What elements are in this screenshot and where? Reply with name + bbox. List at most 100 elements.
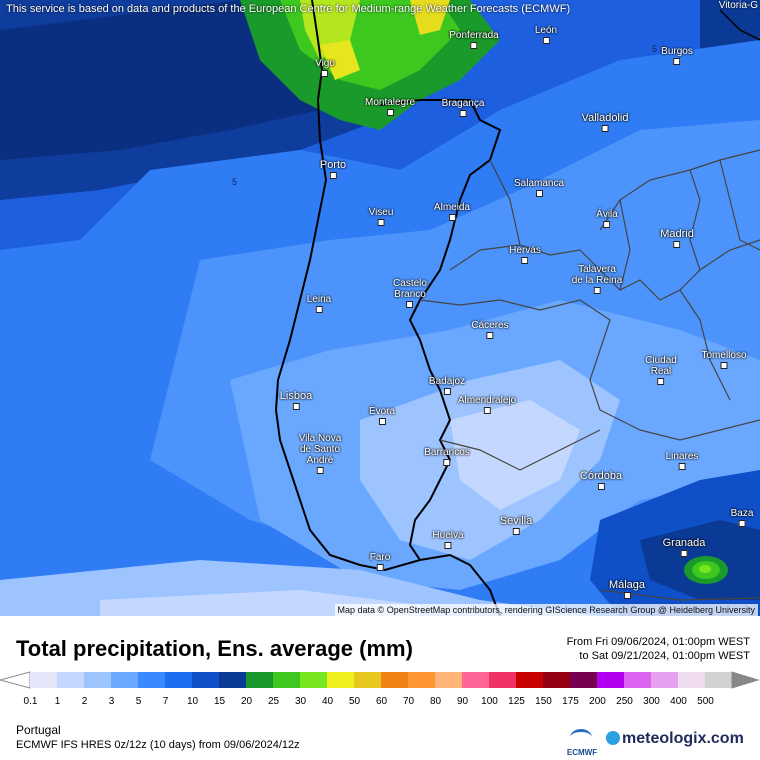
- city-marker-icon: [292, 403, 300, 410]
- legend-tick-label: 100: [481, 696, 498, 707]
- city-marker-icon: [593, 287, 601, 294]
- legend-swatch: [138, 672, 166, 688]
- precipitation-map[interactable]: This service is based on data and produc…: [0, 0, 760, 616]
- ecmwf-disclaimer: This service is based on data and produc…: [6, 3, 571, 15]
- legend-swatch: [597, 672, 625, 688]
- legend-tick-label: 10: [186, 696, 199, 707]
- city-name: Baza: [730, 508, 754, 519]
- legend-arrow-left: [0, 671, 31, 689]
- legend-swatch: [165, 672, 193, 688]
- city-marker-icon: [448, 214, 456, 221]
- ecmwf-logo-text: ECMWF: [566, 748, 598, 757]
- city-marker-icon: [603, 221, 611, 228]
- legend-tick-label: 40: [321, 696, 334, 707]
- city-label: Huelva: [432, 530, 464, 549]
- city-name: Castelo: [393, 278, 427, 289]
- city-name: Lisboa: [279, 390, 313, 402]
- meteologix-logo[interactable]: meteologix.com: [606, 730, 744, 748]
- legend-bar: [0, 671, 760, 689]
- legend-swatch: [435, 672, 463, 688]
- legend-tick-label: 15: [213, 696, 226, 707]
- city-name: Badajoz: [428, 376, 466, 387]
- city-marker-icon: [316, 467, 324, 474]
- legend-swatch: [678, 672, 706, 688]
- legend-tick-label: 7: [162, 696, 169, 707]
- date-range: From Fri 09/06/2024, 01:00pm WEST to Sat…: [567, 635, 750, 663]
- city-label: Viseu: [368, 207, 394, 226]
- legend-swatch: [57, 672, 85, 688]
- color-legend: [0, 670, 760, 690]
- city-name: Tomelloso: [701, 350, 747, 361]
- city-label: Burgos: [661, 46, 693, 65]
- city-label: Vila Nova de Santo André: [298, 433, 342, 474]
- city-name: Barrancos: [424, 447, 470, 458]
- legend-swatch: [462, 672, 490, 688]
- city-label-vitoria: Vitoria-G: [718, 0, 758, 11]
- city-marker-icon: [720, 362, 728, 369]
- legend-tick-label: 125: [508, 696, 525, 707]
- map-attribution[interactable]: Map data © OpenStreetMap contributors, r…: [334, 604, 758, 616]
- city-label: Valladolid: [581, 112, 629, 132]
- city-marker-icon: [680, 550, 688, 557]
- legend-swatch: [705, 672, 733, 688]
- legend-tick-label: 250: [616, 696, 633, 707]
- city-marker-icon: [377, 219, 385, 226]
- city-name: Hervás: [509, 245, 541, 256]
- city-name: Almendralejo: [457, 395, 517, 406]
- legend-tick-label: 500: [697, 696, 714, 707]
- legend-swatch: [516, 672, 544, 688]
- city-name: Madrid: [660, 228, 694, 240]
- ecmwf-arc-icon: [570, 729, 592, 746]
- legend-swatch: [30, 672, 58, 688]
- legend-swatch: [570, 672, 598, 688]
- city-name: Córdoba: [579, 470, 623, 482]
- city-label: Lisboa: [280, 391, 312, 410]
- legend-tick-label: 1: [54, 696, 61, 707]
- city-marker-icon: [673, 241, 681, 248]
- legend-tick-label: 3: [108, 696, 115, 707]
- map-canvas: [0, 0, 760, 616]
- city-label: Almendralejo: [458, 395, 516, 414]
- city-name: Valladolid: [581, 112, 629, 124]
- legend-tick-label: 2: [81, 696, 88, 707]
- chart-title: Total precipitation, Ens. average (mm): [16, 636, 413, 661]
- legend-tick-label: 20: [240, 696, 253, 707]
- city-label: Vigo: [315, 58, 335, 77]
- contour-label: 5: [652, 44, 658, 54]
- city-label: Talavera de la Reina: [572, 264, 622, 294]
- city-marker-icon: [673, 58, 681, 65]
- legend-tick-label: 5: [135, 696, 142, 707]
- city-name: Faro: [369, 552, 391, 563]
- legend-ticks: 0.1 1 2 3 5 7 10 15 20 25 30 40 50 60 70 80 90 100 125 150 1…: [0, 696, 760, 710]
- city-name: Bragança: [441, 98, 485, 109]
- legend-tick-label: 50: [348, 696, 361, 707]
- city-name: León: [534, 25, 558, 36]
- city-label: Hervás: [509, 245, 541, 264]
- city-label: Sevilla: [500, 516, 532, 535]
- city-marker-icon: [378, 418, 386, 425]
- legend-arrow-right: [731, 671, 760, 689]
- city-label: Porto: [320, 160, 346, 179]
- model-info: ECMWF IFS HRES 0z/12z (10 days) from 09/…: [16, 739, 300, 751]
- legend-swatch: [246, 672, 274, 688]
- city-name: Granada: [662, 537, 706, 549]
- city-label: Ávila: [596, 209, 618, 228]
- city-name: Cáceres: [471, 320, 509, 331]
- meteologix-globe-icon: [606, 731, 620, 745]
- contour-label: 5: [232, 177, 238, 187]
- city-label: Badajoz: [429, 376, 465, 395]
- legend-swatch: [273, 672, 301, 688]
- city-marker-icon: [329, 172, 337, 179]
- city-name: Linares: [665, 451, 699, 462]
- legend-tick-label: 80: [429, 696, 442, 707]
- legend-tick-label: 90: [456, 696, 469, 707]
- city-name: Viseu: [368, 207, 394, 218]
- city-marker-icon: [444, 542, 452, 549]
- city-name: Talavera: [578, 264, 616, 275]
- legend-tick-label: 60: [375, 696, 388, 707]
- city-marker-icon: [386, 109, 394, 116]
- city-marker-icon: [470, 42, 478, 49]
- city-name: Vila Nova: [298, 433, 342, 444]
- ecmwf-logo[interactable]: ECMWF: [562, 729, 602, 757]
- city-name: Salamanca: [513, 178, 565, 189]
